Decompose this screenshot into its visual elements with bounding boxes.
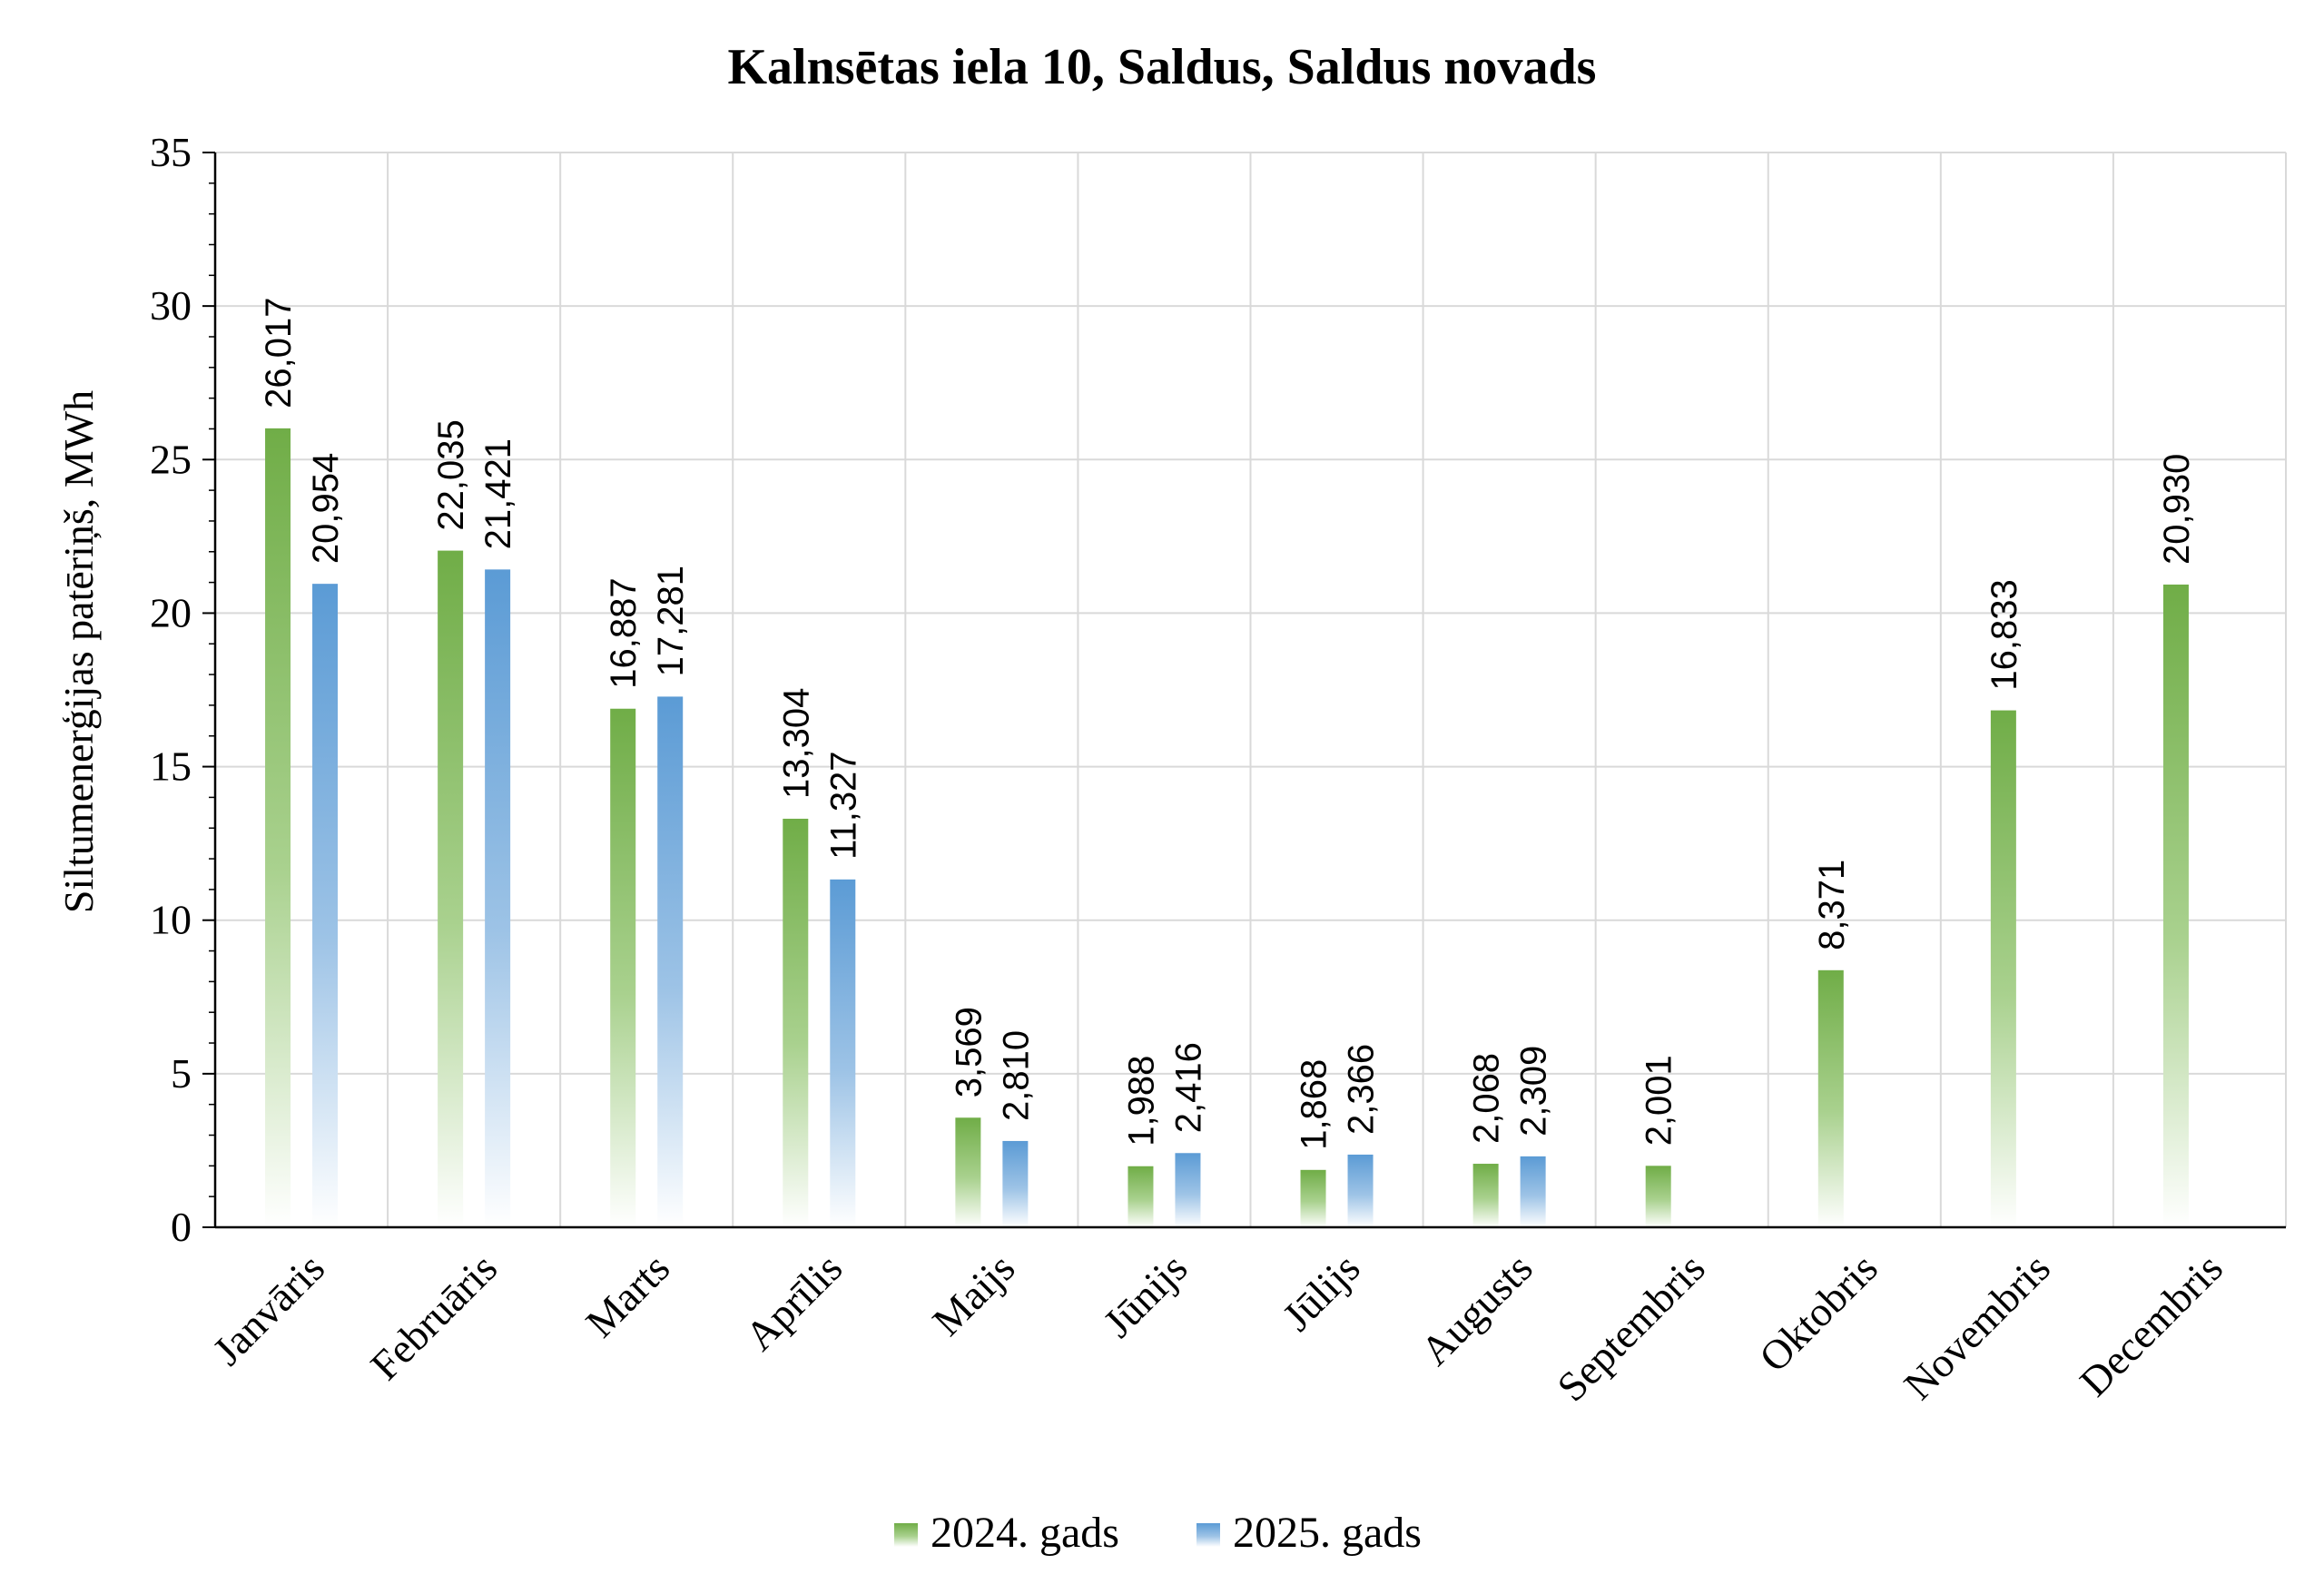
x-category-label: Novembris <box>1895 1245 2059 1409</box>
y-tick-label: 25 <box>150 436 192 482</box>
legend-swatch <box>894 1523 918 1547</box>
x-category-label: Oktobris <box>1750 1245 1886 1381</box>
x-category-label: Jūnijs <box>1095 1245 1196 1346</box>
y-tick-label: 0 <box>171 1204 192 1250</box>
x-category-label: Jūlijs <box>1274 1245 1369 1340</box>
y-tick-label: 5 <box>171 1050 192 1097</box>
bar-2024 <box>1128 1166 1154 1227</box>
legend-swatch <box>1196 1523 1220 1547</box>
legend: 2024. gads 2025. gads <box>894 1509 1422 1557</box>
x-category-label: Marts <box>576 1245 678 1346</box>
bar-2024 <box>1300 1169 1326 1227</box>
legend-label: 2024. gads <box>931 1509 1119 1557</box>
y-tick-label: 10 <box>150 897 192 943</box>
x-category-label: Aprīlis <box>736 1245 851 1359</box>
bar-2024 <box>265 428 291 1227</box>
bar-2025 <box>1347 1154 1374 1227</box>
bar-2025 <box>1002 1140 1029 1227</box>
x-category-label: Janvāris <box>203 1245 333 1374</box>
gridlines <box>215 152 2287 1227</box>
x-axis-categories: Janvāris Februāris Marts Aprīlis Maijs Jūnijs… <box>203 1245 2231 1410</box>
data-label: 22,035 <box>431 419 471 530</box>
x-category-label: Decembris <box>2071 1245 2231 1405</box>
bar-2024 <box>1990 710 2016 1227</box>
bar-2024 <box>438 550 464 1227</box>
bars <box>265 428 2189 1227</box>
data-label: 11,327 <box>823 751 863 859</box>
bar-2025 <box>485 569 511 1227</box>
data-label: 2,810 <box>996 1030 1036 1121</box>
data-label: 1,988 <box>1121 1056 1161 1146</box>
y-tick-label: 15 <box>150 743 192 790</box>
data-label: 16,887 <box>604 577 644 688</box>
y-axis-ticks: 0 5 10 15 20 25 30 35 <box>150 129 215 1250</box>
data-label: 20,930 <box>2157 454 2197 565</box>
bar-2024 <box>610 708 636 1227</box>
data-label: 2,001 <box>1640 1055 1679 1146</box>
chart-title: Kalnsētas iela 10, Saldus, Saldus novads <box>728 39 1597 95</box>
data-label: 20,954 <box>306 453 346 564</box>
data-label: 26,017 <box>259 298 299 408</box>
bar-2024 <box>955 1117 981 1227</box>
data-label: 3,569 <box>949 1007 989 1097</box>
x-category-label: Septembris <box>1548 1245 1713 1410</box>
x-category-label: Augusts <box>1412 1245 1541 1374</box>
bar-2024 <box>1817 969 1844 1227</box>
y-tick-label: 20 <box>150 589 192 635</box>
data-label: 17,281 <box>651 566 691 676</box>
y-axis-title: Siltumenerģijas patēriņš, MWh <box>55 390 102 913</box>
data-label: 16,833 <box>1984 579 2024 690</box>
bar-2025 <box>312 584 339 1227</box>
data-label: 2,416 <box>1168 1042 1208 1133</box>
data-label: 8,371 <box>1812 860 1852 950</box>
bar-2025 <box>830 879 856 1227</box>
bar-2024 <box>783 818 809 1227</box>
y-tick-label: 35 <box>150 129 192 175</box>
x-category-label: Maijs <box>923 1245 1023 1344</box>
bar-2025 <box>657 696 684 1227</box>
y-tick-label: 30 <box>150 282 192 329</box>
axes <box>213 153 2286 1229</box>
bar-2024 <box>1472 1164 1499 1227</box>
bar-2025 <box>1175 1153 1201 1227</box>
data-label: 2,068 <box>1467 1053 1507 1144</box>
data-label: 13,304 <box>776 688 816 799</box>
data-label: 1,868 <box>1295 1059 1334 1150</box>
data-label: 2,366 <box>1342 1044 1382 1135</box>
data-label: 21,421 <box>478 438 518 549</box>
bar-2025 <box>1520 1156 1546 1227</box>
legend-label: 2025. gads <box>1233 1509 1422 1557</box>
data-label: 2,309 <box>1514 1046 1554 1136</box>
bar-2024 <box>2162 584 2189 1227</box>
x-category-label: Februāris <box>361 1245 506 1389</box>
bar-2024 <box>1645 1166 1671 1227</box>
